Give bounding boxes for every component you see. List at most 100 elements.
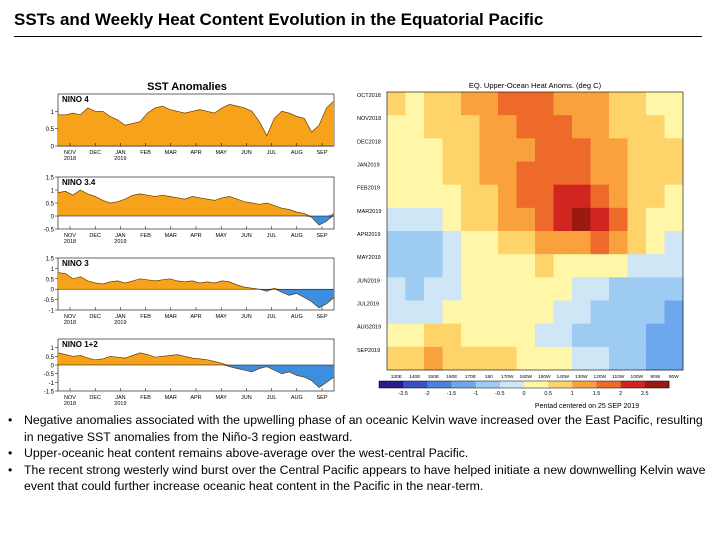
heatmap-cell	[516, 138, 536, 162]
sst-plot-title: NINO 3	[62, 259, 89, 268]
sst-month-label: APR	[190, 314, 201, 320]
heatmap-cell	[387, 231, 406, 255]
heatmap-cell	[424, 277, 443, 301]
heatmap-longitude-label: 130E	[391, 374, 402, 380]
heatmap-cell	[387, 277, 406, 301]
heatmap-date-label: FEB2019	[357, 186, 380, 192]
heatmap-cell	[405, 323, 425, 348]
bullet-list: • Negative anomalies associated with the …	[8, 412, 714, 495]
sst-month-label: MAR	[165, 150, 177, 156]
colorbar-tick-label: -0.5	[495, 391, 504, 397]
heatmap-cell	[572, 300, 591, 325]
sst-month-label: NOV	[64, 395, 76, 401]
sst-month-label: MAR	[165, 395, 177, 401]
colorbar-tick-label: 0	[522, 391, 525, 397]
sst-month-label: FEB	[140, 395, 151, 401]
sst-plot: -1.5 -1 -0.5 0 0.5 1 NINO 1+2 NOV2018 DEC JAN2019…	[44, 338, 335, 407]
sst-ytick-label: 1	[51, 267, 55, 273]
colorbar-swatch	[548, 381, 573, 388]
sst-year-label: 2019	[114, 239, 126, 245]
heatmap-longitude-label: 160W	[520, 374, 533, 380]
heatmap-cell	[664, 254, 684, 278]
heatmap-cell	[516, 231, 536, 255]
colorbar-tick-label: -2.5	[398, 391, 407, 397]
heatmap-cell	[646, 346, 665, 371]
sst-month-label: APR	[190, 395, 201, 401]
sst-ytick-label: 0	[51, 215, 55, 221]
heatmap-cell	[553, 346, 573, 371]
heatmap-date-label: AUG2019	[357, 325, 381, 331]
heatmap-longitude-label: 170E	[465, 374, 476, 380]
heatmap-cell	[572, 138, 591, 162]
heatmap-cell	[646, 207, 665, 232]
heatmap-cell	[479, 161, 499, 186]
title-underline	[14, 36, 702, 37]
heatmap-cell	[405, 346, 425, 371]
sst-year-label: 2019	[114, 401, 126, 407]
heatmap-cell	[572, 277, 591, 301]
heatmap-cell	[609, 231, 628, 255]
sst-year-label: 2018	[64, 320, 76, 326]
heatmap-cell	[553, 184, 573, 209]
heatmap-cell	[664, 231, 684, 255]
sst-ytick-label: 1.5	[46, 176, 55, 182]
sst-ytick-label: -0.5	[44, 372, 55, 378]
heatmap-cell	[516, 184, 536, 209]
heatmap-cell	[498, 184, 517, 209]
heatmap-cell	[442, 138, 462, 162]
heatmap-cell	[424, 231, 443, 255]
bullet-text: The recent strong westerly wind burst ov…	[24, 462, 706, 494]
sst-ytick-label: 0.5	[46, 355, 55, 361]
heatmap-cell	[461, 184, 480, 209]
heatmap-cell	[664, 346, 684, 371]
heatmap-cell	[442, 115, 462, 139]
sst-month-label: JAN	[115, 314, 125, 320]
heatmap-cell	[627, 138, 647, 162]
sst-month-label: MAY	[215, 395, 227, 401]
heatmap-cell	[387, 207, 406, 232]
heatmap-cell	[498, 92, 517, 116]
sst-month-label: JUN	[241, 150, 252, 156]
sst-series-line	[58, 100, 335, 137]
heatmap-cell	[535, 300, 554, 325]
heatmap-cell	[646, 138, 665, 162]
sst-ytick-label: 0	[51, 288, 55, 294]
heatmap-cell	[627, 254, 647, 278]
heatmap-cell	[609, 277, 628, 301]
heatmap-longitude-label: 110W	[612, 374, 625, 380]
sst-month-label: JAN	[115, 150, 125, 156]
ohc-footer: Pentad centered on 25 SEP 2019	[535, 403, 639, 410]
colorbar-swatch	[475, 381, 501, 388]
heatmap-cell	[461, 161, 480, 186]
sst-negative-area	[58, 365, 334, 388]
heatmap-cell	[664, 161, 684, 186]
heatmap-cell	[572, 207, 591, 232]
heatmap-cell	[590, 161, 610, 186]
heatmap-cell	[646, 277, 665, 301]
heatmap-cell	[516, 207, 536, 232]
heatmap-cell	[387, 138, 406, 162]
heatmap-cell	[627, 346, 647, 371]
sst-series-line	[57, 272, 335, 309]
sst-year-label: 2018	[64, 239, 76, 245]
heatmap-cell	[664, 115, 684, 139]
heatmap-cell	[572, 115, 591, 139]
heatmap-cell	[387, 115, 406, 139]
heatmap-cell	[424, 115, 443, 139]
heatmap-cell	[590, 92, 610, 116]
heatmap-cell	[609, 92, 628, 116]
heatmap-cell	[479, 300, 499, 325]
colorbar-swatch	[644, 381, 670, 388]
heatmap-cell	[553, 254, 573, 278]
heatmap-cell	[516, 254, 536, 278]
heatmap-cell	[609, 323, 628, 348]
sst-ytick-label: 0	[51, 364, 55, 370]
heatmap-cell	[572, 323, 591, 348]
heatmap-cell	[609, 161, 628, 186]
heatmap-cell	[405, 231, 425, 255]
heatmap-cell	[498, 254, 517, 278]
sst-month-label: AUG	[291, 150, 303, 156]
heatmap-cell	[479, 277, 499, 301]
heatmap-cell	[405, 138, 425, 162]
sst-positive-area	[58, 272, 334, 290]
